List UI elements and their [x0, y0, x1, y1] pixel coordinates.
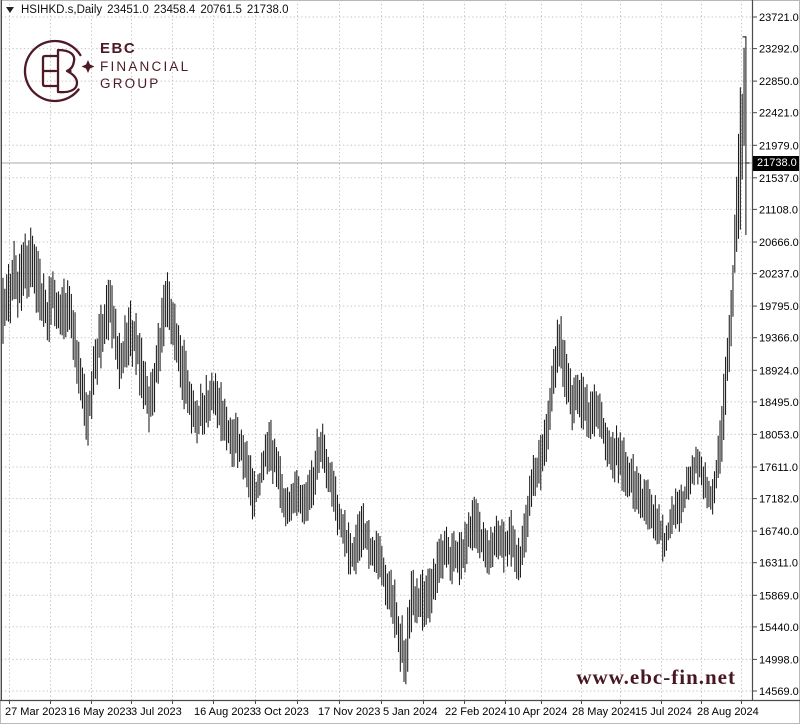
date-tick-label: 3 Oct 2023 [255, 706, 309, 718]
price-tick-label: 18924.0 [759, 365, 799, 377]
price-tick-label: 22850.0 [759, 76, 799, 88]
price-tick-label: 20666.0 [759, 237, 799, 249]
high-value: 23458.4 [153, 4, 196, 16]
quote-header: HSIHKD.s,Daily 23451.0 23458.4 20761.5 21738… [6, 3, 288, 17]
ebc-logo-mark-icon [23, 39, 95, 103]
date-tick-label: 16 Aug 2023 [194, 706, 256, 718]
logo-ring [23, 39, 82, 103]
close-value: 21738.0 [246, 4, 289, 16]
ebc-logo: EBC FINANCIAL GROUP [22, 33, 188, 116]
price-tick-label: 19795.0 [759, 301, 799, 313]
logo-sparkle-icon [81, 60, 95, 73]
ohlc-bars [2, 36, 747, 685]
low-value: 20761.5 [200, 4, 242, 16]
price-tick-label: 19366.0 [759, 333, 799, 345]
date-tick-label: 15 Jul 2024 [635, 706, 692, 718]
price-tick-label: 18495.0 [759, 397, 799, 409]
price-tick-label: 21108.0 [759, 204, 798, 216]
logo-text: EBC FINANCIAL GROUP [100, 41, 190, 90]
price-tick-label: 16311.0 [759, 558, 798, 570]
date-tick-label: 3 Jul 2023 [131, 706, 182, 718]
price-tick-label: 21537.0 [759, 173, 799, 185]
date-tick-label: 22 Feb 2024 [445, 706, 507, 718]
collapse-toggle-icon[interactable] [6, 7, 14, 13]
logo-word-group: GROUP [100, 75, 161, 91]
price-tick-label: 23721.0 [759, 12, 799, 24]
current-price-label: 21738.0 [753, 155, 799, 171]
price-tick-label: 14569.0 [759, 686, 799, 698]
open-value: 23451.0 [107, 4, 149, 16]
price-tick-label: 15869.0 [759, 590, 799, 602]
price-tick-label: 20237.0 [759, 269, 799, 281]
price-tick-label: 18053.0 [759, 429, 799, 441]
price-tick-label: 17611.0 [759, 462, 798, 474]
price-tick-label: 23292.0 [759, 44, 799, 56]
symbol-period-label: HSIHKD.s,Daily [21, 4, 103, 16]
date-tick-label: 17 Nov 2023 [318, 706, 380, 718]
date-tick-label: 5 Jan 2024 [383, 706, 437, 718]
date-tick-label: 27 Mar 2023 [5, 706, 67, 718]
date-tick-label: 28 Aug 2024 [697, 706, 759, 718]
price-tick-label: 21979.0 [759, 140, 799, 152]
date-tick-label: 28 May 2024 [572, 706, 636, 718]
price-tick-label: 14998.0 [759, 654, 799, 666]
date-tick-label: 10 Apr 2024 [508, 706, 567, 718]
price-tick-label: 17182.0 [759, 494, 799, 506]
watermark-url: www.ebc-fin.net [576, 665, 736, 689]
date-tick-label: 16 May 2023 [68, 706, 132, 718]
logo-brand: EBC [100, 40, 137, 57]
logo-letter-e [41, 54, 60, 88]
price-tick-label: 22421.0 [759, 108, 799, 120]
logo-word-financial: FINANCIAL [100, 59, 191, 74]
price-tick-label: 15440.0 [759, 622, 799, 634]
price-tick-label: 16740.0 [759, 526, 799, 538]
logo-letter-b [56, 48, 79, 94]
